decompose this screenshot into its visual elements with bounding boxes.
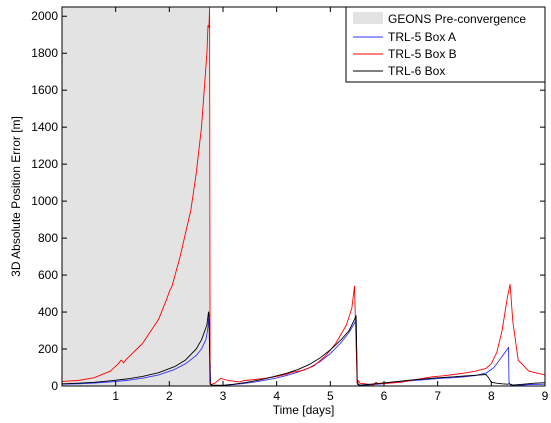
series-layer <box>62 7 545 386</box>
plot-frame <box>61 6 546 387</box>
y-axis-title: 3D Absolute Position Error [m] <box>9 116 23 277</box>
legend-label-trl6-box: TRL-6 Box <box>388 64 445 78</box>
y-tick-label: 2000 <box>31 9 58 23</box>
x-tick-label: 7 <box>434 389 441 403</box>
legend-label-shade: GEONS Pre-convergence <box>388 12 526 26</box>
shade-layer <box>62 7 210 386</box>
x-tick-label: 6 <box>381 389 388 403</box>
x-tick-label: 1 <box>112 389 119 403</box>
legend-label-trl5-box-b: TRL-5 Box B <box>388 47 457 61</box>
x-tick-label: 2 <box>166 389 173 403</box>
series-line-trl-6-box <box>62 311 545 386</box>
y-tick-label: 1800 <box>31 46 58 60</box>
x-tick-label: 8 <box>488 389 495 403</box>
legend-swatch-shade <box>353 12 383 24</box>
shaded-region-pre-convergence <box>62 7 210 386</box>
y-tick-label: 0 <box>51 379 58 393</box>
x-axis-title: Time [days] <box>273 403 335 417</box>
x-tick-label: 3 <box>220 389 227 403</box>
x-tick-label: 5 <box>327 389 334 403</box>
x-tick-label: 9 <box>542 389 549 403</box>
legend: GEONS Pre-convergence TRL-5 Box A TRL-5 … <box>345 6 546 83</box>
y-tick-label: 1000 <box>31 194 58 208</box>
y-tick-label: 600 <box>38 268 58 282</box>
series-line-trl-5-box-b <box>62 7 545 386</box>
series-line-trl-5-box-a <box>62 315 545 386</box>
y-tick-label: 400 <box>38 305 58 319</box>
y-tick-label: 800 <box>38 231 58 245</box>
y-tick-label: 1200 <box>31 157 58 171</box>
x-tick-label: 4 <box>273 389 280 403</box>
y-tick-label: 1400 <box>31 120 58 134</box>
y-tick-label: 200 <box>38 342 58 356</box>
legend-label-trl5-box-a: TRL-5 Box A <box>388 30 456 44</box>
y-tick-label: 1600 <box>31 83 58 97</box>
